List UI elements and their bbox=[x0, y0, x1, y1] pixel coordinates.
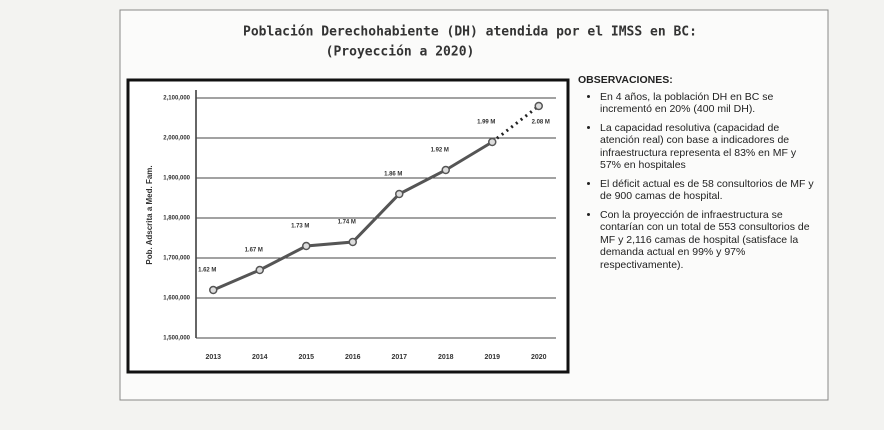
value-label: 1.99 M bbox=[477, 120, 495, 126]
x-tick-label: 2014 bbox=[252, 354, 268, 361]
value-label: 1.92 M bbox=[431, 148, 449, 154]
observation: En 4 años, la población DH en BC se incr… bbox=[600, 91, 814, 116]
value-label: 1.74 M bbox=[338, 220, 356, 226]
point bbox=[395, 189, 404, 199]
observations-list: En 4 años, la población DH en BC se incr… bbox=[578, 91, 814, 272]
value-label: 1.62 M bbox=[198, 268, 216, 274]
value-label: 1.67 M bbox=[245, 248, 263, 254]
y-tick-label: 1,800,000 bbox=[163, 216, 190, 222]
y-tick-label: 1,700,000 bbox=[163, 256, 190, 262]
y-axis-label: Pob. Adscrita a Med. Fam. bbox=[145, 165, 154, 264]
x-tick-label: 2020 bbox=[531, 354, 547, 361]
observations-title: OBSERVACIONES: bbox=[578, 74, 673, 86]
x-tick-label: 2013 bbox=[205, 354, 221, 361]
observations: OBSERVACIONES: En 4 años, la población D… bbox=[578, 74, 814, 277]
x-tick-label: 2017 bbox=[391, 354, 407, 361]
x-tick-label: 2016 bbox=[345, 354, 361, 361]
y-tick-label: 2,100,000 bbox=[163, 96, 190, 102]
point bbox=[441, 165, 450, 175]
observation: El déficit actual es de 58 consultorios … bbox=[600, 178, 814, 203]
observation: La capacidad resolutiva (capacidad de at… bbox=[600, 122, 814, 172]
observation: Con la proyección de infraestructura se … bbox=[600, 209, 814, 272]
point bbox=[209, 285, 218, 295]
value-label: 1.86 M bbox=[384, 172, 402, 178]
value-label: 1.73 M bbox=[291, 224, 309, 230]
projection-line bbox=[491, 104, 540, 144]
point bbox=[488, 137, 497, 147]
point bbox=[348, 237, 357, 247]
chart-subtitle: (Proyección a 2020) bbox=[326, 45, 475, 60]
chart-title: Población Derechohabiente (DH) atendida … bbox=[243, 25, 697, 40]
y-tick-label: 1,500,000 bbox=[163, 336, 190, 342]
x-tick-label: 2015 bbox=[298, 354, 314, 361]
y-tick-label: 1,900,000 bbox=[163, 176, 190, 182]
value-label: 2.08 M bbox=[532, 120, 550, 126]
y-tick-label: 2,000,000 bbox=[163, 136, 190, 142]
point bbox=[302, 241, 311, 251]
chart-frame bbox=[126, 78, 570, 374]
point bbox=[255, 265, 264, 275]
x-tick-label: 2019 bbox=[484, 354, 500, 361]
y-tick-label: 1,600,000 bbox=[163, 296, 190, 302]
point bbox=[534, 101, 543, 111]
x-tick-label: 2018 bbox=[438, 354, 454, 361]
